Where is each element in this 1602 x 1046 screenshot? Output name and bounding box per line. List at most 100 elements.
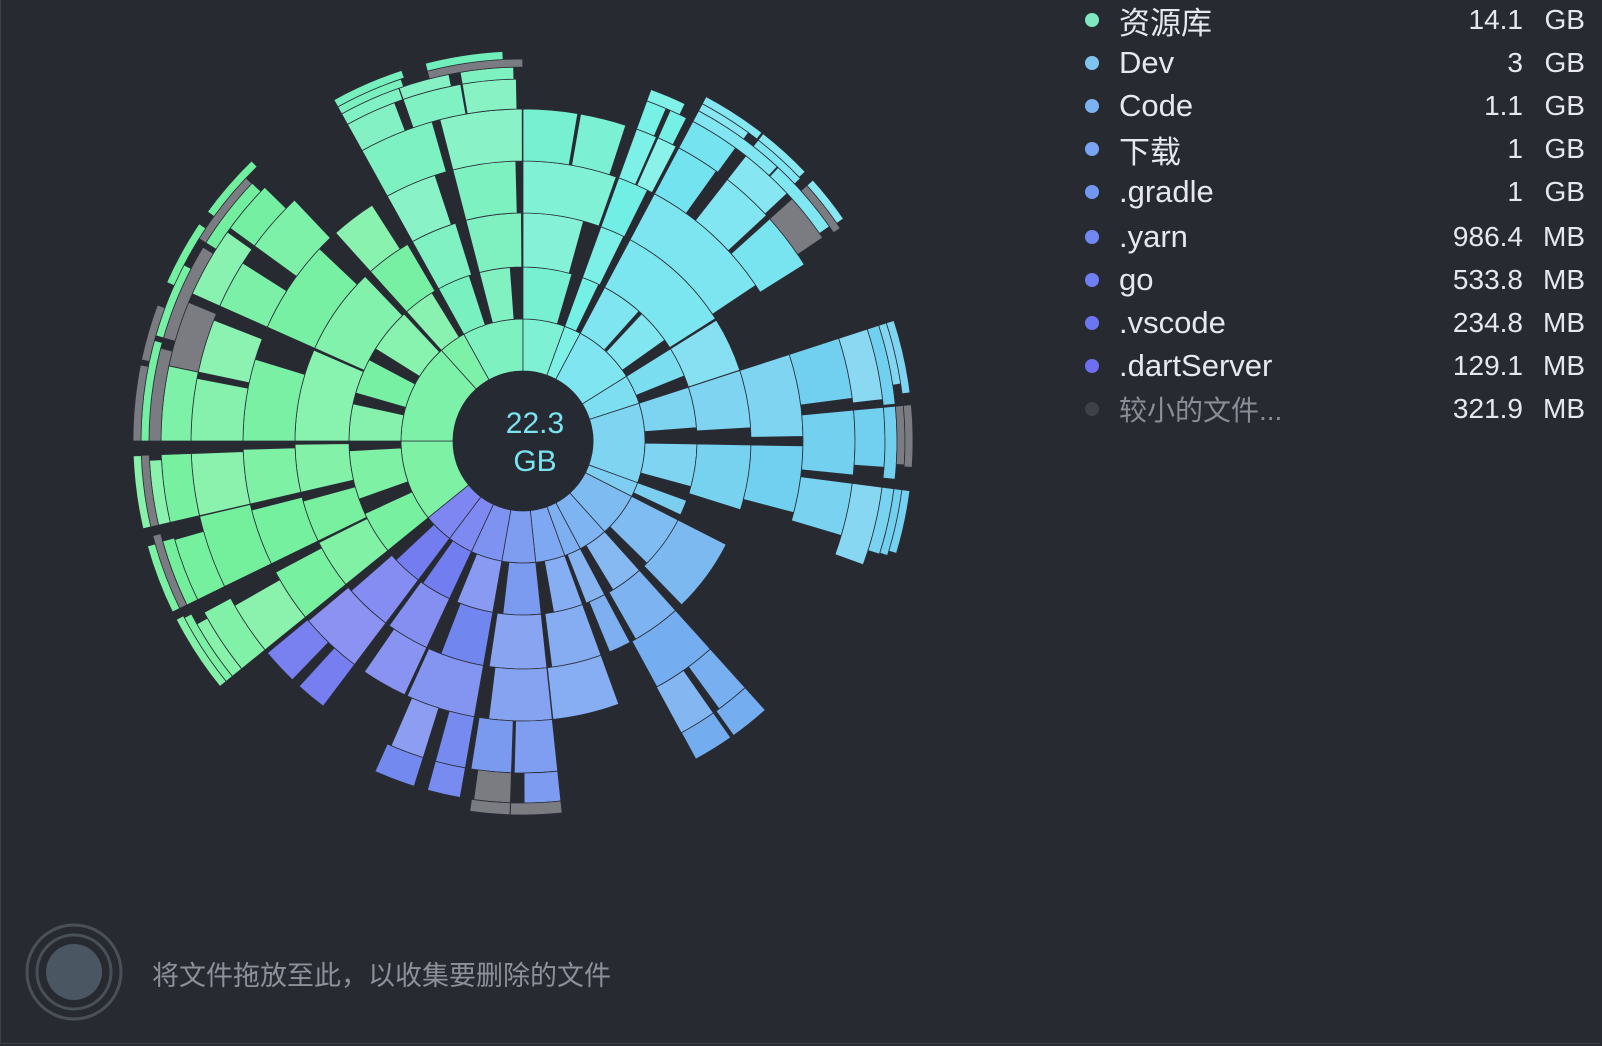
sunburst-segment[interactable] [643, 519, 727, 606]
sunburst-segment[interactable] [894, 405, 906, 466]
legend-dot [1085, 56, 1099, 70]
sunburst-segment[interactable] [333, 69, 405, 108]
legend-dot [1085, 13, 1099, 27]
legend-folder-unit: GB [1544, 4, 1585, 35]
legend-item[interactable]: 资源库 14.1 GB [1085, 0, 1585, 42]
sunburst-segment[interactable] [298, 647, 356, 707]
sunburst-segment[interactable] [513, 719, 559, 774]
legend-dot [1085, 230, 1099, 244]
sunburst-segment[interactable] [348, 447, 409, 500]
sunburst-segment[interactable] [348, 403, 405, 442]
sunburst-segment[interactable] [190, 451, 251, 517]
sunburst-segment[interactable] [488, 612, 548, 670]
sunburst-segment[interactable] [424, 51, 504, 72]
sunburst-segment[interactable] [469, 798, 511, 816]
sunburst-segment[interactable] [190, 377, 249, 442]
sunburst-segment[interactable] [688, 443, 752, 511]
sunburst-segment[interactable] [198, 177, 253, 244]
sunburst-segment[interactable] [769, 166, 830, 234]
sunburst-segment[interactable] [680, 712, 732, 760]
sunburst-segment[interactable] [502, 561, 542, 616]
sunburst-segment[interactable] [473, 769, 512, 804]
legend-dot [1085, 99, 1099, 113]
legend-folder-size: 533.8 [1452, 264, 1523, 295]
sunburst-segment[interactable] [646, 89, 686, 116]
disk-usage-sunburst[interactable] [0, 0, 960, 860]
sunburst-segment[interactable] [168, 301, 217, 373]
sunburst-segment[interactable] [638, 386, 697, 433]
sunburst-segment[interactable] [801, 409, 856, 476]
sunburst-segment[interactable] [902, 404, 914, 468]
sunburst-segment[interactable] [141, 304, 166, 363]
sunburst-segment[interactable] [715, 687, 766, 737]
sunburst-segment[interactable] [546, 654, 620, 720]
sunburst-segment[interactable] [132, 364, 149, 442]
sunburst-segment[interactable] [790, 476, 853, 536]
legend-item[interactable]: go 533.8 MB [1085, 258, 1585, 302]
sunburst-segment[interactable] [478, 267, 515, 324]
sunburst-segment[interactable] [882, 405, 898, 480]
sunburst-segment[interactable] [888, 489, 911, 554]
sunburst-segment[interactable] [853, 406, 886, 468]
sunburst-segment[interactable] [632, 482, 688, 516]
legend-folder-size: 3 [1507, 47, 1523, 78]
legend-folder-size: 1.1 [1484, 90, 1523, 121]
legend-dot [1085, 185, 1099, 199]
legend-folder-unit: GB [1544, 176, 1585, 207]
sunburst-segment[interactable] [461, 78, 518, 115]
sunburst-segment[interactable] [757, 133, 806, 178]
sunburst-segment[interactable] [465, 212, 523, 274]
sunburst-segment[interactable] [509, 800, 563, 816]
sunburst-segment[interactable] [242, 447, 302, 505]
legend-folder-name: go [1119, 262, 1154, 297]
sunburst-segment[interactable] [742, 444, 804, 514]
sunburst-center[interactable] [453, 371, 593, 511]
sunburst-segment[interactable] [132, 455, 152, 530]
sunburst-segment[interactable] [522, 212, 585, 274]
legend-folder-name: Code [1119, 88, 1194, 123]
sunburst-segment[interactable] [166, 223, 207, 287]
sunburst-segment[interactable] [701, 96, 763, 140]
sunburst-segment[interactable] [588, 594, 631, 653]
sunburst-segment[interactable] [266, 619, 330, 681]
sunburst-segment[interactable] [242, 358, 306, 442]
sunburst-segment[interactable] [629, 193, 757, 315]
legend-item[interactable]: 下载 1 GB [1085, 127, 1585, 171]
legend-item[interactable]: .gradle 1 GB [1085, 170, 1585, 214]
legend-item[interactable]: .vscode 234.8 MB [1085, 301, 1585, 345]
sunburst-segment[interactable] [571, 113, 627, 176]
sunburst-segment[interactable] [363, 628, 428, 696]
drop-target-icon[interactable] [24, 922, 124, 1022]
legend-item[interactable]: Dev 3 GB [1085, 41, 1585, 85]
sunburst-segment[interactable] [885, 319, 911, 395]
legend-folder-unit: MB [1543, 264, 1585, 295]
sunburst-segment[interactable] [335, 204, 401, 273]
sunburst-segment[interactable] [434, 710, 475, 769]
legend-item[interactable]: 较小的文件... 321.9 MB [1085, 387, 1585, 431]
sunburst-segment[interactable] [488, 666, 553, 722]
sunburst-segment[interactable] [175, 615, 227, 687]
sunburst-segment[interactable] [522, 108, 579, 166]
sunburst-segment[interactable] [398, 73, 452, 100]
sunburst-segment[interactable] [640, 442, 698, 488]
legend-folder-size: 986.4 [1452, 221, 1523, 252]
legend-folder-size: 1 [1507, 133, 1523, 164]
legend-folder-unit: GB [1544, 133, 1585, 164]
legend-item[interactable]: .yarn 986.4 MB [1085, 215, 1585, 259]
sunburst-segment[interactable] [452, 160, 518, 221]
sunburst-segment[interactable] [146, 543, 181, 613]
legend-item[interactable]: Code 1.1 GB [1085, 84, 1585, 128]
sunburst-segment[interactable] [806, 179, 845, 224]
sunburst-segment[interactable] [439, 108, 523, 171]
sunburst-segment[interactable] [522, 266, 573, 325]
legend-folder-size: 234.8 [1452, 307, 1523, 338]
legend-item[interactable]: .dartServer 129.1 MB [1085, 344, 1585, 388]
sunburst-segment[interactable] [206, 160, 258, 218]
sunburst-segment[interactable] [426, 760, 466, 798]
sunburst-segment[interactable] [294, 443, 354, 493]
sunburst-segment[interactable] [523, 770, 562, 804]
sunburst-segment[interactable] [470, 717, 514, 774]
drop-hint-text: 将文件拖放至此，以收集要删除的文件 [152, 961, 611, 991]
sunburst-segment[interactable] [374, 743, 424, 787]
legend-folder-unit: MB [1543, 221, 1585, 252]
